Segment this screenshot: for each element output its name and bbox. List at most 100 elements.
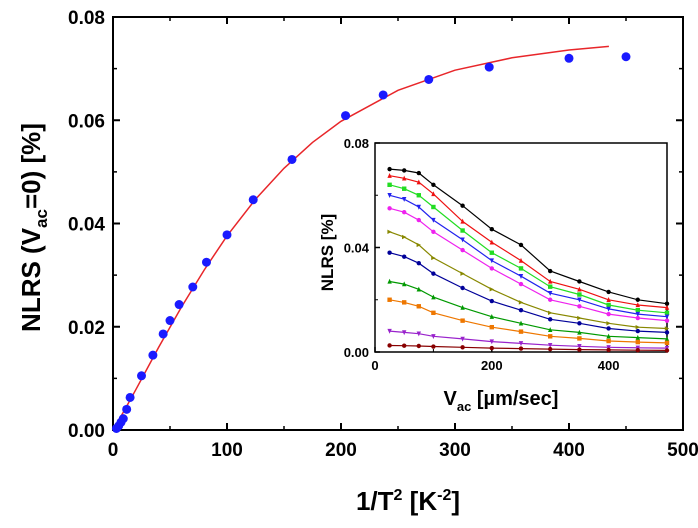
inset-data-point [431,229,436,235]
inset-data-point [635,315,640,321]
inset-data-point [635,308,640,313]
inset-data-point [606,333,611,339]
x-axis-label: 1/T2 [K-2] [356,486,460,516]
inset-data-point [416,242,421,248]
data-point [158,329,168,339]
inset-data-point [387,172,392,178]
inset-data-point [489,314,494,319]
inset-data-point [577,336,582,341]
inset-data-point [577,292,582,297]
inset-data-point [402,234,407,240]
inset-data-point [387,193,392,198]
data-point [341,111,351,121]
inset-data-point [664,310,670,316]
inset-y-tick-label: 0.04 [344,241,370,256]
inset-data-point [518,274,524,279]
inset-data-point [635,324,640,330]
inset-data-point [387,278,392,284]
inset-data-point [518,281,524,287]
inset-data-point [431,255,436,261]
inset-data-point [402,300,407,305]
x-tick-label: 500 [667,440,698,461]
inset-data-point [431,204,436,210]
inset-data-point [489,324,494,330]
x-tick-label: 200 [325,440,357,461]
inset-data-point [387,229,392,235]
inset-data-point [635,347,640,353]
inset-data-point [548,310,553,316]
inset-data-point [416,204,421,210]
inset-data-point [548,346,553,352]
y-tick-label: 0.08 [68,8,105,29]
y-tick-label: 0.06 [68,111,105,132]
inset-data-point [577,315,582,321]
x-tick-label: 300 [439,440,471,461]
inset-data-point [431,182,436,187]
inset-data-point [664,314,670,320]
inset-data-point [635,334,640,340]
inset-data-point [606,311,611,317]
inset-data-point [518,341,524,347]
x-tick-label: 100 [211,440,243,461]
inset-data-point [635,302,640,308]
inset-data-point [518,300,524,305]
fit-curve [114,45,609,427]
inset-data-point [402,186,407,191]
inset-data-point [548,327,553,332]
inset-data-point [606,297,611,302]
inset-data-point [518,320,524,326]
inset-data-point [489,250,494,255]
data-point [125,392,135,402]
inset-data-point [577,321,582,326]
inset-data-point [548,278,553,284]
inset-data-point [460,336,465,342]
inset-series-line [389,252,668,333]
inset-frame [374,142,668,353]
inset-data-point [518,242,524,248]
y-axis-label: NLRS (Vac=0) [%] [16,123,51,332]
inset-series-line [389,280,668,340]
inset-data-point [548,284,553,289]
inset-data-point [402,330,407,336]
inset-data-point [664,318,670,323]
data-point [248,195,258,205]
inset-data-point [606,302,611,308]
inset-data-point [518,266,524,271]
inset-x-axis-label: Vac [µm/sec] [444,388,559,414]
inset-data-point [606,347,611,353]
inset-data-point [460,228,465,233]
inset-data-point [606,326,611,331]
inset-data-point [460,218,465,224]
inset-data-point [416,331,421,337]
inset-data-point [460,247,465,253]
inset-data-point [387,343,392,348]
x-tick-label: 400 [553,440,585,461]
inset-plot: 0 200 400 0.00 0.04 0.08 Vac [µm/sec] NLRS [%] [318,136,670,414]
inset-series-line [389,175,668,309]
data-point [201,257,211,267]
inset-data-point [606,306,611,312]
inset-series-line [389,231,668,330]
data-point [378,90,388,100]
data-point [222,230,232,240]
inset-data-point [548,343,553,348]
inset-data-point [489,339,494,345]
inset-data-point [460,345,465,350]
inset-data-point [518,308,524,313]
inset-data-point [664,330,670,335]
inset-data-point [402,196,407,202]
inset-x-tick-label: 400 [598,358,620,373]
data-point [484,62,494,72]
inset-data-point [431,217,436,223]
inset-data-point [460,203,465,208]
inset-data-point [402,254,407,259]
data-point [287,154,297,164]
inset-data-point [387,206,392,211]
inset-data-point [431,191,436,197]
inset-data-point [548,297,553,302]
inset-data-point [606,321,611,326]
inset-data-point [577,347,582,352]
inset-data-point [518,329,524,334]
inset-data-point [431,271,436,276]
inset-series-line [389,194,668,318]
